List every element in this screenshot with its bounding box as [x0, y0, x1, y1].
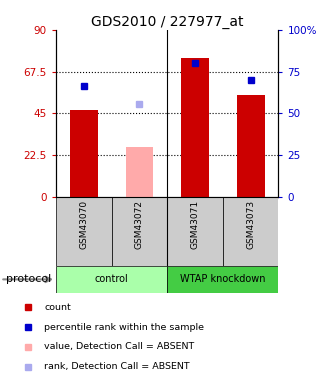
Text: rank, Detection Call = ABSENT: rank, Detection Call = ABSENT — [44, 362, 190, 371]
Text: GSM43071: GSM43071 — [190, 200, 199, 249]
Bar — [237, 95, 265, 197]
Text: GSM43073: GSM43073 — [246, 200, 255, 249]
Bar — [181, 58, 209, 197]
Bar — [125, 147, 153, 197]
Text: count: count — [44, 303, 71, 312]
Bar — [56, 197, 112, 266]
Text: percentile rank within the sample: percentile rank within the sample — [44, 322, 204, 332]
Text: control: control — [95, 274, 128, 284]
Bar — [223, 197, 278, 266]
Bar — [167, 197, 223, 266]
Bar — [167, 266, 278, 292]
Bar — [56, 266, 167, 292]
Bar — [70, 110, 98, 197]
Title: GDS2010 / 227977_at: GDS2010 / 227977_at — [91, 15, 244, 29]
Text: GSM43072: GSM43072 — [135, 200, 144, 249]
Text: protocol: protocol — [6, 274, 52, 284]
Text: value, Detection Call = ABSENT: value, Detection Call = ABSENT — [44, 342, 194, 351]
Text: WTAP knockdown: WTAP knockdown — [180, 274, 266, 284]
Text: GSM43070: GSM43070 — [79, 200, 88, 249]
Bar — [112, 197, 167, 266]
